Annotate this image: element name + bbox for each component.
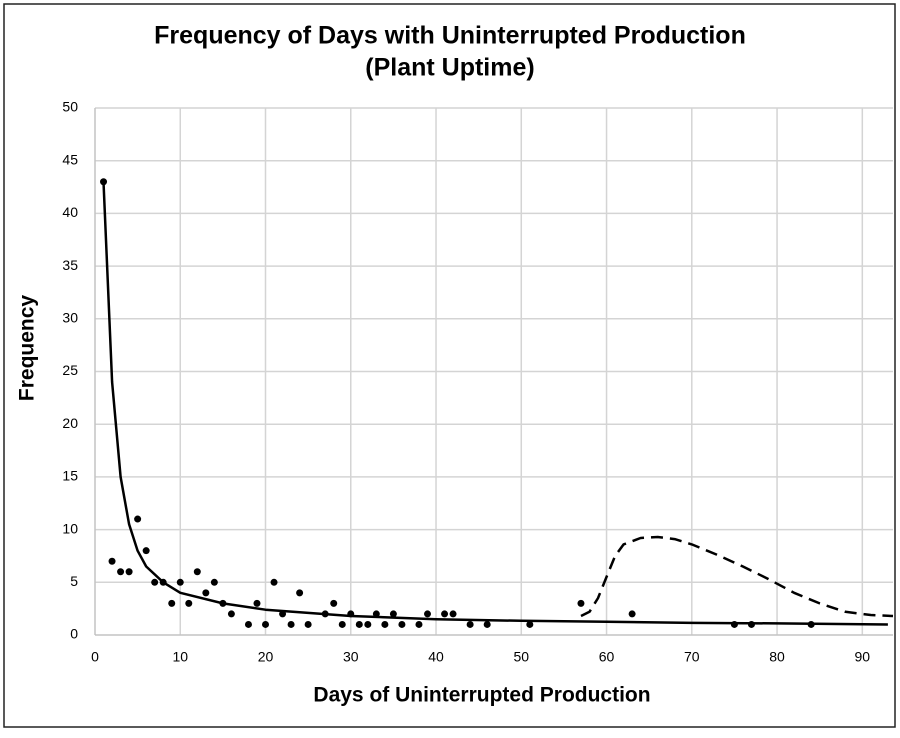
data-point	[287, 620, 295, 628]
x-tick-label: 30	[343, 649, 359, 665]
dashed-curve	[580, 535, 894, 618]
data-point	[466, 620, 474, 628]
y-tick-label: 40	[62, 204, 78, 220]
y-tick-label: 10	[62, 520, 78, 536]
data-point	[415, 620, 423, 628]
data-point	[270, 578, 278, 586]
y-tick-label: 30	[62, 310, 78, 326]
data-point	[210, 578, 218, 586]
data-point	[424, 610, 431, 618]
chart-frame	[3, 3, 896, 728]
data-point	[577, 599, 585, 607]
data-point	[296, 589, 304, 597]
data-point	[389, 610, 397, 618]
data-point	[253, 599, 261, 607]
y-tick-label: 45	[62, 151, 78, 167]
data-point	[338, 620, 346, 628]
x-tick-label: 20	[258, 649, 274, 665]
data-point	[262, 620, 270, 628]
y-tick-label: 25	[62, 362, 78, 378]
data-point	[176, 578, 184, 586]
data-point	[364, 620, 372, 628]
x-tick-label: 50	[513, 649, 529, 665]
y-tick-label: 0	[70, 626, 78, 642]
data-point	[202, 589, 210, 597]
data-point	[628, 610, 636, 618]
data-point	[185, 599, 193, 607]
y-axis-label: Frequency	[16, 295, 39, 402]
data-point	[151, 578, 159, 586]
x-tick-label: 10	[172, 649, 188, 665]
data-point	[441, 610, 449, 618]
y-tick-label: 5	[70, 573, 78, 589]
data-point	[381, 620, 389, 628]
data-point	[142, 547, 150, 555]
y-tick-label: 50	[62, 99, 78, 115]
x-tick-label: 70	[684, 649, 700, 665]
data-point	[449, 610, 457, 618]
y-tick-label: 35	[62, 257, 78, 273]
data-point	[244, 620, 252, 628]
x-tick-label: 60	[599, 649, 615, 665]
data-point	[134, 515, 142, 523]
data-point	[398, 620, 406, 628]
x-tick-label: 0	[91, 649, 99, 665]
x-tick-label: 40	[428, 649, 444, 665]
chart-subtitle: (Plant Uptime)	[365, 54, 534, 82]
data-point	[330, 599, 338, 607]
y-tick-label: 20	[62, 415, 78, 431]
data-point	[355, 620, 363, 628]
x-tick-label: 90	[855, 649, 871, 665]
y-tick-label: 15	[62, 468, 78, 484]
chart-title: Frequency of Days with Uninterrupted Pro…	[154, 22, 746, 50]
data-point	[193, 568, 201, 576]
data-point	[526, 620, 534, 628]
data-point	[108, 557, 116, 565]
data-point	[168, 599, 176, 607]
data-point	[117, 568, 125, 576]
data-point	[100, 178, 108, 186]
data-point	[227, 610, 235, 618]
fit-curve	[102, 181, 888, 626]
x-tick-label: 80	[769, 649, 785, 665]
data-point	[483, 620, 491, 628]
data-point	[304, 620, 312, 628]
x-axis-label: Days of Uninterrupted Production	[313, 684, 650, 707]
data-point	[125, 568, 133, 576]
